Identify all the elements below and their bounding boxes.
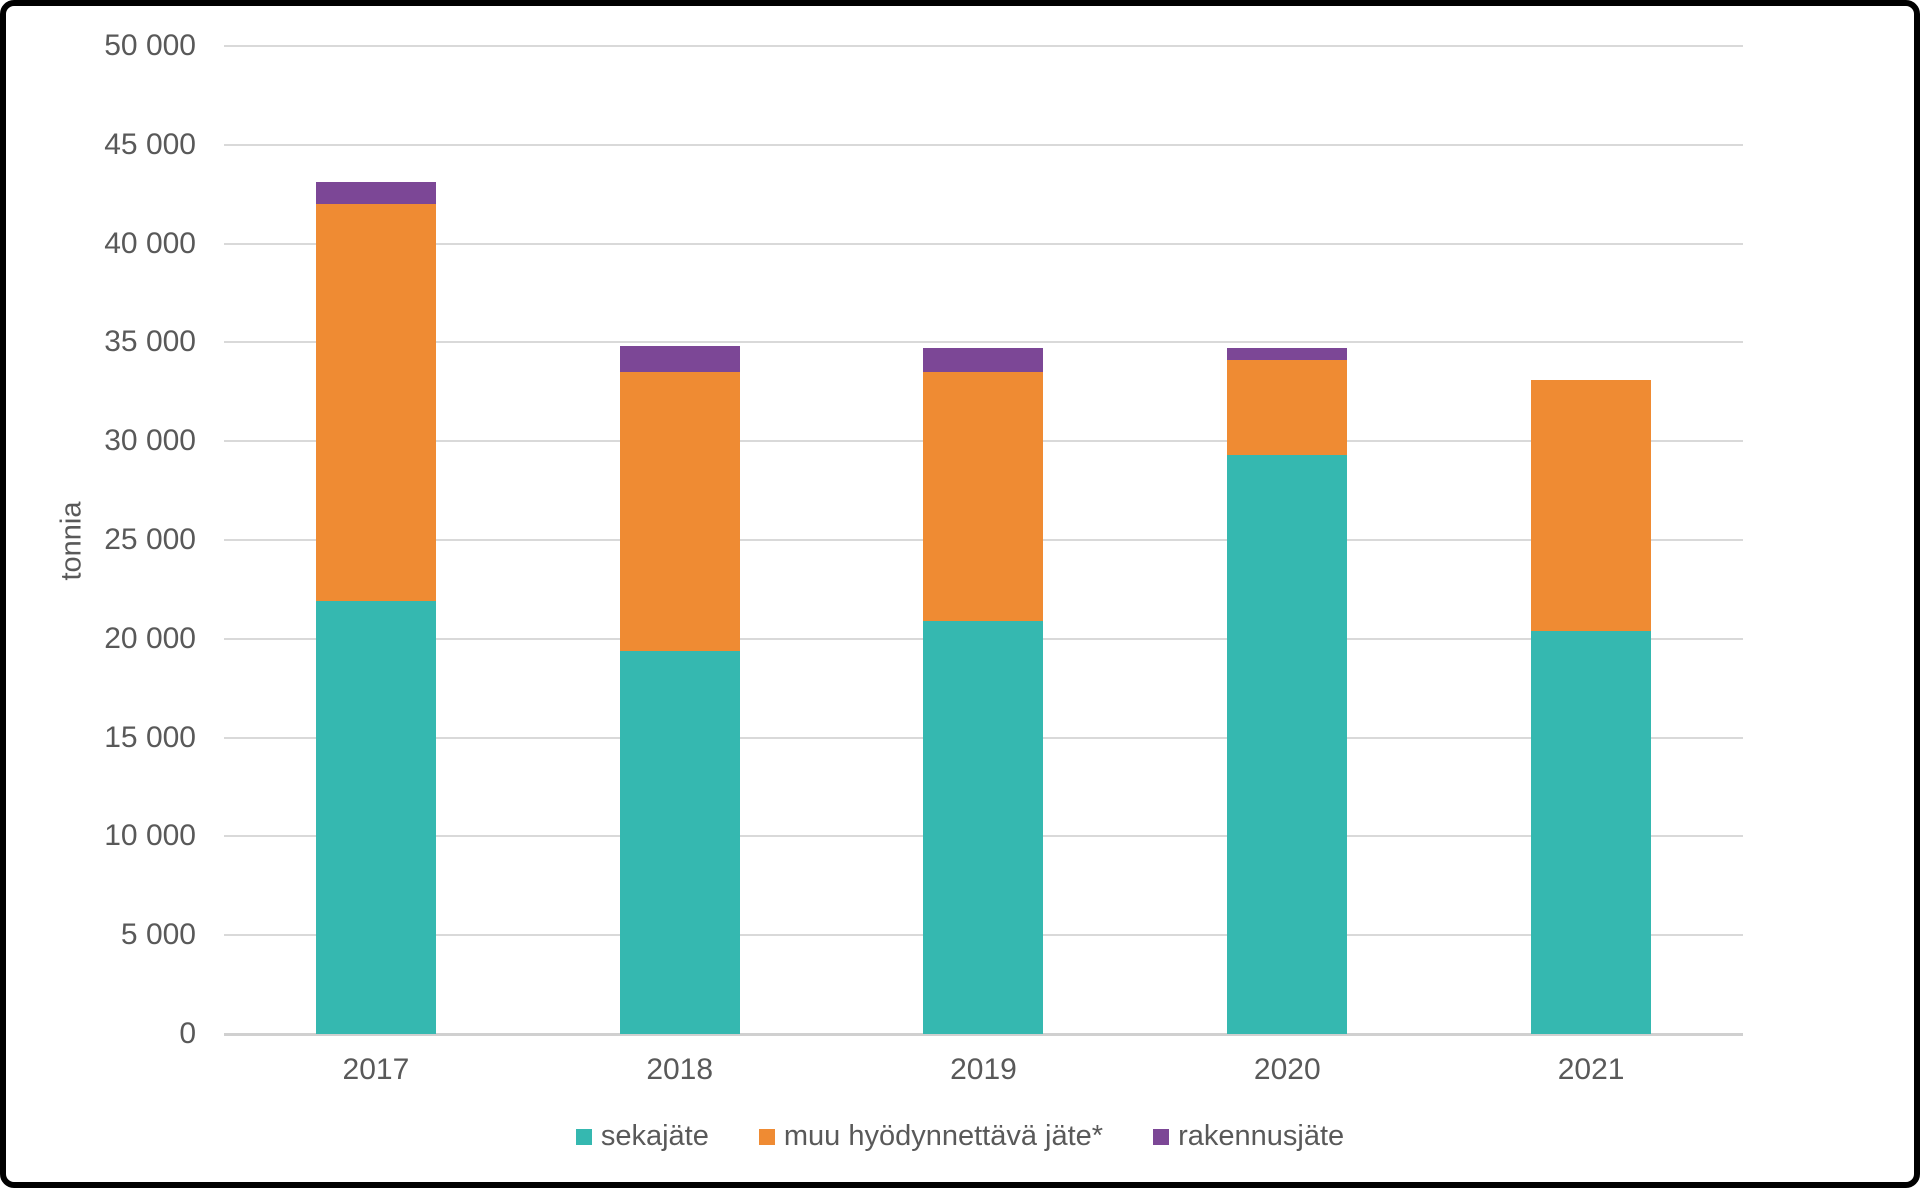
- bar-segment: [315, 204, 436, 602]
- y-tick-label: 15 000: [104, 721, 196, 754]
- legend-label: rakennusjäte: [1178, 1120, 1345, 1152]
- x-tick-label: 2018: [646, 1053, 714, 1086]
- x-tick-label: 2020: [1253, 1053, 1321, 1086]
- y-tick-label: 0: [179, 1017, 196, 1050]
- x-tick-label: 2021: [1557, 1053, 1625, 1086]
- bar-segment: [923, 621, 1044, 1034]
- stacked-bar-2021: [1531, 46, 1652, 1034]
- y-tick-label: 40 000: [104, 227, 196, 260]
- bars-layer: [224, 46, 1743, 1034]
- bar-slot-2019: [832, 46, 1136, 1034]
- y-tick-label: 50 000: [104, 29, 196, 62]
- gridline: [224, 45, 1743, 47]
- x-tick-label: 2019: [950, 1053, 1017, 1086]
- bar-segment: [315, 182, 436, 205]
- legend-swatch-icon: [758, 1128, 775, 1145]
- gridline: [224, 341, 1743, 343]
- y-tick-label: 30 000: [104, 424, 196, 457]
- bar-slot-2021: [1439, 46, 1743, 1034]
- y-tick-label: 20 000: [104, 622, 196, 655]
- legend-item: muu hyödynnettävä jäte*: [758, 1120, 1104, 1153]
- y-tick-label: 25 000: [104, 523, 196, 556]
- bar-segment: [923, 372, 1044, 622]
- legend-item: sekajäte: [575, 1120, 709, 1153]
- stacked-bar-2017: [315, 46, 436, 1034]
- legend-label: muu hyödynnettävä jäte*: [783, 1120, 1104, 1152]
- legend-label: sekajäte: [600, 1120, 709, 1152]
- legend-item: rakennusjäte: [1153, 1120, 1344, 1153]
- bar-slot-2018: [528, 46, 832, 1034]
- bar-segment: [1227, 455, 1348, 1034]
- bar-segment: [1531, 379, 1652, 631]
- x-tick-label: 2017: [342, 1053, 410, 1086]
- stacked-bar-2018: [619, 46, 740, 1034]
- gridline: [224, 243, 1743, 245]
- stacked-bar-2019: [923, 46, 1044, 1034]
- y-tick-label: 10 000: [104, 819, 196, 852]
- bar-segment: [619, 372, 740, 651]
- bar-segment: [923, 348, 1044, 373]
- legend-swatch-icon: [575, 1128, 592, 1145]
- gridline: [224, 144, 1743, 146]
- bar-segment: [1227, 360, 1348, 456]
- legend: sekajäte muu hyödynnettävä jäte* rakennusj…: [6, 1120, 1914, 1153]
- bar-segment: [619, 650, 740, 1034]
- bar-segment: [315, 601, 436, 1034]
- y-tick-label: 45 000: [104, 128, 196, 161]
- stacked-bar-2020: [1227, 46, 1348, 1034]
- y-tick-label: 35 000: [104, 325, 196, 358]
- x-axis-line: [224, 1033, 1743, 1036]
- bar-segment: [1227, 348, 1348, 361]
- bar-slot-2020: [1135, 46, 1439, 1034]
- legend-swatch-icon: [1153, 1128, 1170, 1145]
- y-tick-label: 5 000: [120, 918, 196, 951]
- bar-slot-2017: [224, 46, 528, 1034]
- bar-segment: [619, 346, 740, 373]
- bar-segment: [1531, 630, 1652, 1034]
- plot-area: [224, 45, 1743, 1036]
- x-axis-tick-labels: 2017 2018 2019 2020 2021: [224, 1050, 1743, 1090]
